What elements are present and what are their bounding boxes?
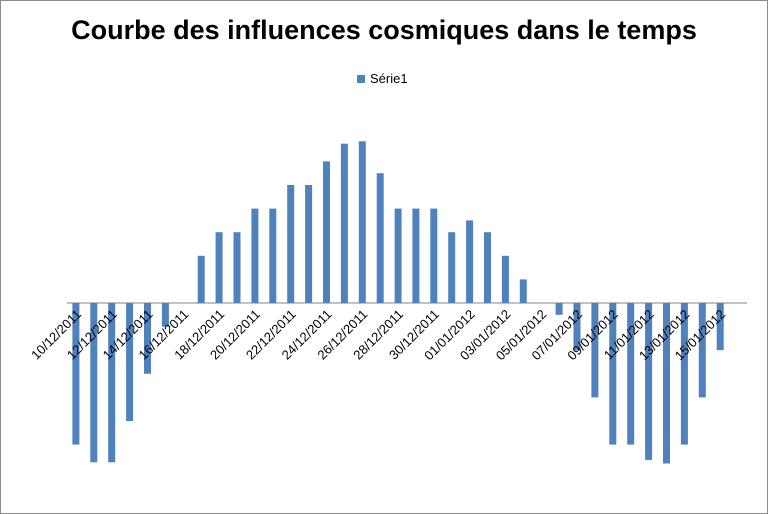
bar-14/12/2011 [144, 303, 151, 374]
bar-15/01/2012 [716, 303, 724, 351]
bar-07/01/2012 [573, 303, 581, 351]
bar-26/12/2011 [358, 141, 366, 303]
bar-23/12/2011 [305, 185, 313, 303]
bar-30/12/2011 [430, 208, 438, 303]
bar-25/12/2011 [340, 143, 348, 303]
bar-31/12/2011 [448, 232, 456, 303]
bar-11/12/2011 [90, 303, 98, 463]
bar-24/12/2011 [323, 161, 330, 303]
bar-01/01/2012 [466, 220, 474, 303]
bar-28/12/2011 [394, 208, 402, 303]
bar-21/12/2011 [269, 208, 277, 303]
bar-19/12/2011 [233, 232, 241, 303]
legend: Série1 [357, 71, 408, 86]
bar-13/01/2012 [680, 303, 688, 445]
bar-10/12/2011 [72, 303, 80, 445]
bar-20/12/2011 [251, 208, 259, 303]
bar-15/12/2011 [161, 303, 169, 327]
bar-14/01/2012 [698, 303, 706, 398]
bar-12/01/2012 [663, 303, 670, 464]
bar-04/01/2012 [519, 279, 527, 303]
bar-10/01/2012 [627, 303, 635, 445]
bar-29/12/2011 [412, 208, 420, 303]
bar-27/12/2011 [376, 173, 384, 303]
bar-13/12/2011 [126, 303, 134, 421]
bar-09/01/2012 [609, 303, 617, 445]
chart-title: Courbe des influences cosmiques dans le … [71, 15, 697, 45]
bar-18/12/2011 [215, 232, 223, 303]
bar-17/12/2011 [197, 255, 205, 303]
bar-03/01/2012 [501, 255, 509, 303]
legend-label: Série1 [370, 71, 408, 86]
bar-06/01/2012 [555, 303, 563, 315]
bar-11/01/2012 [645, 303, 653, 460]
bar-22/12/2011 [287, 185, 295, 303]
bar-12/12/2011 [108, 303, 116, 463]
bar-02/01/2012 [484, 232, 491, 303]
bar-08/01/2012 [591, 303, 599, 398]
legend-swatch [357, 74, 365, 83]
